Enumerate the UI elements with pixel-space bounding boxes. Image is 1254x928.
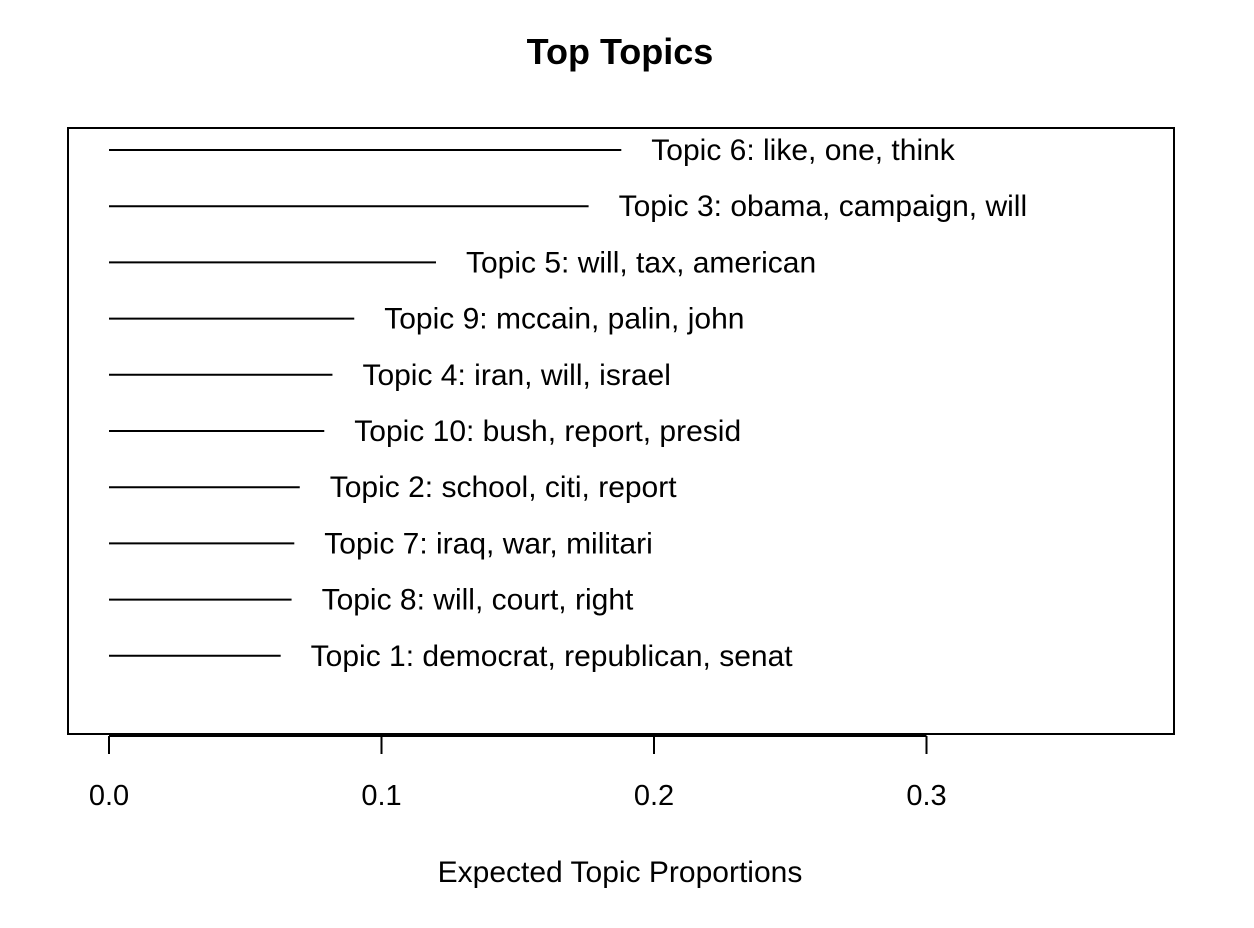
- x-tick-labels: 0.0 0.1 0.2 0.3: [89, 780, 947, 812]
- topic-label: Topic 3: obama, campaign, will: [619, 190, 1028, 223]
- topic-label: Topic 2: school, citi, report: [330, 471, 677, 504]
- topic-label: Topic 6: like, one, think: [651, 134, 956, 167]
- topic-label: Topic 4: iran, will, israel: [362, 359, 670, 392]
- x-tick-label: 0.0: [89, 780, 129, 812]
- topic-label: Topic 9: mccain, palin, john: [384, 303, 744, 336]
- plot-frame: [67, 127, 1175, 735]
- topic-label: Topic 7: iraq, war, militari: [324, 527, 652, 560]
- x-tick-label: 0.2: [634, 780, 674, 812]
- x-axis-title: Expected Topic Proportions: [438, 856, 803, 889]
- x-ticks: [108, 736, 928, 754]
- topic-label: Topic 10: bush, report, presid: [354, 415, 741, 448]
- x-tick-label: 0.1: [361, 780, 401, 812]
- topic-label: Topic 1: democrat, republican, senat: [311, 640, 794, 673]
- topic-lines: [109, 149, 622, 657]
- x-tick-label: 0.3: [906, 780, 946, 812]
- chart-title: Top Topics: [527, 31, 714, 72]
- topic-label: Topic 5: will, tax, american: [466, 246, 816, 279]
- x-axis: 0.0 0.1 0.2 0.3: [89, 735, 947, 812]
- topic-labels: Topic 6: like, one, think Topic 3: obama,…: [311, 134, 1027, 673]
- topic-label: Topic 8: will, court, right: [322, 584, 634, 617]
